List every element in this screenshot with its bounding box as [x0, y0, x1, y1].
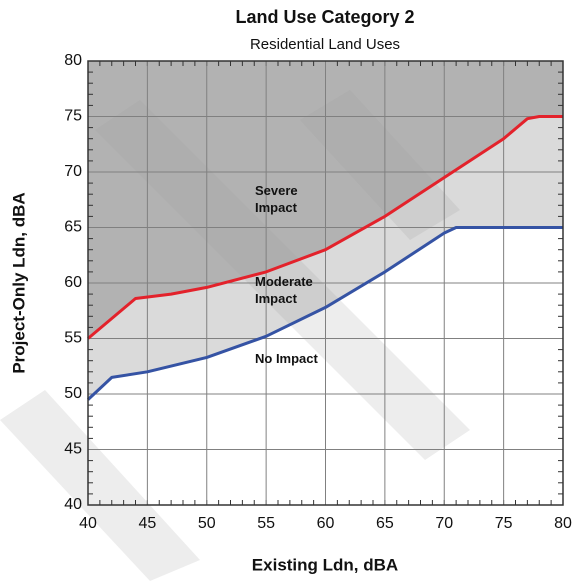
x-tick-label: 75: [495, 515, 513, 532]
chart-subtitle: Residential Land Uses: [250, 36, 400, 53]
annotation: No Impact: [255, 351, 319, 366]
y-axis-label: Project-Only Ldn, dBA: [9, 192, 28, 373]
x-tick-label: 60: [317, 515, 335, 532]
plot-frame: [87, 60, 564, 506]
y-tick-label: 75: [64, 108, 82, 125]
annotation: Severe Impact: [255, 183, 298, 215]
line: [86, 226, 563, 401]
x-tick-label: 40: [79, 515, 97, 532]
chart-title: Land Use Category 2: [235, 7, 414, 27]
y-tick-label: 40: [64, 496, 82, 513]
y-tick-label: 45: [64, 441, 82, 458]
annotation-line: Impact: [255, 200, 298, 215]
annotation-line: No Impact: [255, 351, 319, 366]
watermark: [95, 100, 470, 460]
y-tick-label: 50: [64, 385, 82, 402]
x-tick-label: 70: [435, 515, 453, 532]
line: [87, 115, 563, 340]
annotation-line: Severe: [255, 183, 298, 198]
annotation-line: Moderate: [255, 274, 313, 289]
x-tick-label: 50: [198, 515, 216, 532]
x-tick-label: 55: [257, 515, 275, 532]
x-tick-label: 80: [554, 515, 572, 532]
y-tick-label: 55: [64, 330, 82, 347]
x-axis-label: Existing Ldn, dBA: [252, 555, 398, 574]
watermark: [0, 390, 200, 581]
annotation-line: Impact: [255, 291, 298, 306]
watermark: [300, 90, 460, 240]
y-tick-label: 70: [64, 163, 82, 180]
y-tick-label: 65: [64, 219, 82, 236]
x-tick-label: 45: [138, 515, 156, 532]
y-tick-label: 60: [64, 274, 82, 291]
x-tick-label: 65: [376, 515, 394, 532]
annotation: Moderate Impact: [255, 274, 313, 306]
y-tick-label: 80: [64, 52, 82, 69]
